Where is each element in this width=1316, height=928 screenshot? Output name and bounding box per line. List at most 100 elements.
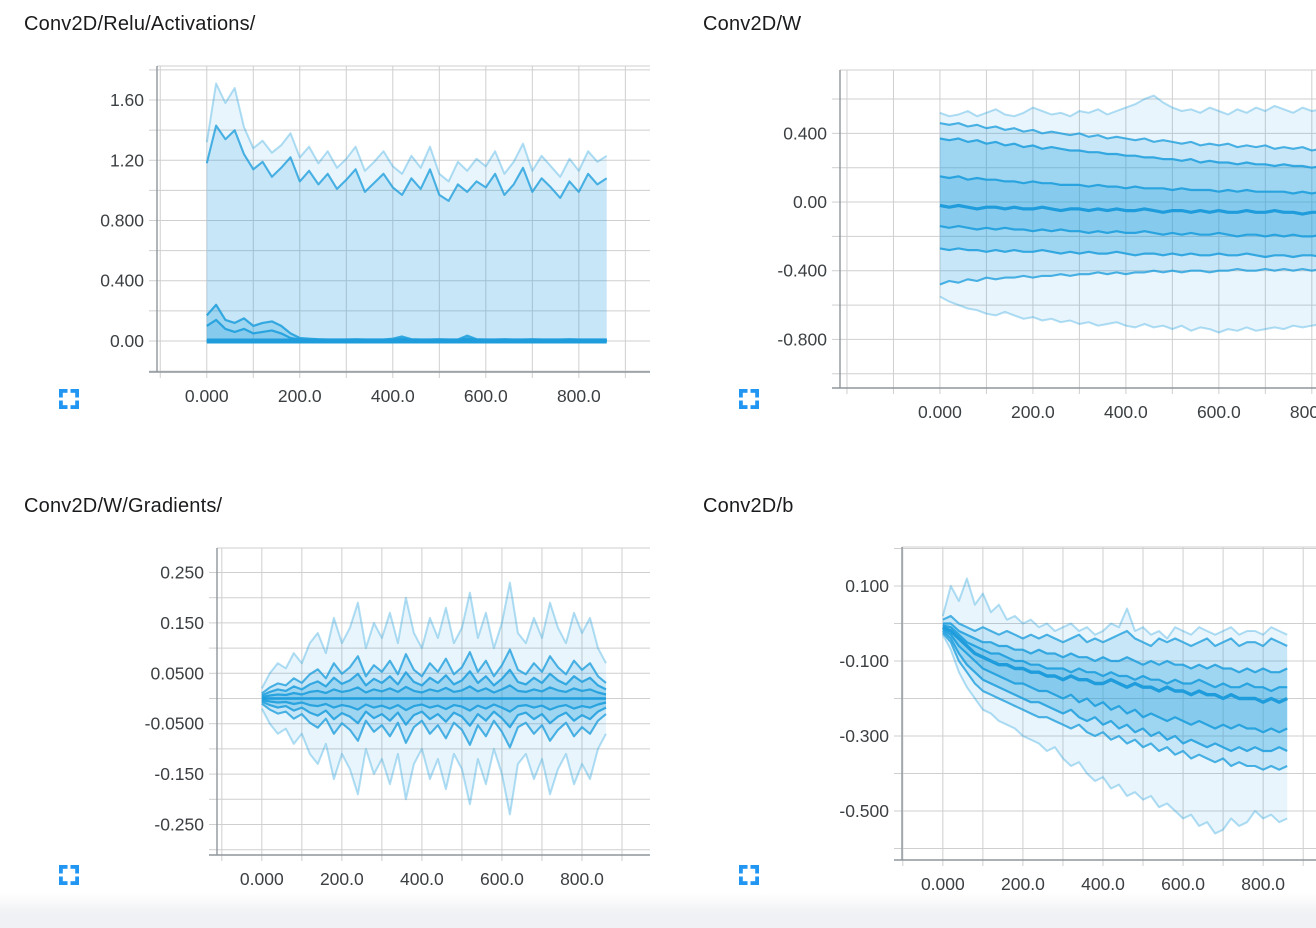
chart-title: Conv2D/b [703,495,794,517]
percentile-line-p31 [939,225,1316,238]
percentile-line-p84 [939,137,1316,169]
y-tick-label: -0.0500 [145,714,205,734]
band-p7-p93 [206,125,607,341]
plot-area [939,94,1316,334]
x-tick-label: 600.0 [1161,874,1205,894]
percentile-line-p69 [942,624,1288,693]
percentile-line-p93 [939,122,1316,152]
y-tick-label: -0.800 [777,329,827,349]
median-line [939,203,1316,216]
percentile-line-p16 [942,630,1288,753]
percentile-line-p7 [942,632,1288,771]
percentile-line-p31 [261,698,607,713]
percentile-line-p93 [205,124,608,202]
distribution-card-weights: Conv2D/W 0.400 0.00 -0.400 -0.800 0.000 200.0… [658,0,1316,464]
grid [209,547,650,861]
percentile-line-max [260,581,607,689]
fullscreen-expand-icon [739,864,759,885]
distribution-card-bias: Conv2D/b 0.100 -0.100 -0.300 -0.500 0.000 200… [658,464,1316,928]
band-p31-p69 [942,625,1288,733]
percentile-line-p69 [261,684,607,699]
percentile-line-p84 [942,622,1288,674]
plot-area [205,82,608,344]
distribution-plot: 0.400 0.00 -0.400 -0.800 0.000 200.0 400.0 600.… [777,69,1316,422]
band-p16-p84 [939,138,1316,257]
x-tick-label: 800.0 [1241,874,1285,894]
expand-chart-button[interactable] [737,386,762,411]
x-tick-label: 400.0 [1104,402,1148,422]
y-tick-label: 0.00 [110,331,144,351]
y-tick-label: -0.400 [777,261,827,281]
x-tick-label: 0.000 [918,402,962,422]
percentile-line-max [205,82,608,183]
chart-title: Conv2D/W/Gradients/ [24,495,223,517]
distribution-card-activations: Conv2D/Relu/Activations/ 1.60 1.20 0.800 0.… [0,0,658,464]
fullscreen-expand-icon [59,864,79,885]
x-tick-label: 0.000 [240,869,284,889]
x-tick-label: 400.0 [371,386,415,406]
x-tick-label: 200.0 [1001,874,1045,894]
fullscreen-expand-icon [59,388,79,409]
percentile-line-p7 [261,702,607,749]
x-tick-label: 400.0 [400,869,444,889]
percentile-line-p16 [939,247,1316,259]
chart-title: Conv2D/Relu/Activations/ [24,13,256,35]
chart-title: Conv2D/W [703,13,802,35]
median-line [942,625,1288,704]
percentile-line-p93 [942,614,1288,648]
percentile-line-p84 [261,668,607,697]
x-tick-label: 400.0 [1081,874,1125,894]
y-tick-label: 0.250 [160,562,204,582]
y-tick-label: 0.100 [845,576,889,596]
percentile-line-p16 [261,700,607,729]
band-p7-p93 [942,616,1288,770]
x-tick-label: 0.000 [921,874,965,894]
band-p16-p84 [942,623,1288,751]
expand-chart-button[interactable] [57,386,82,411]
grid [832,69,1316,394]
x-tick-label: 0.000 [185,386,229,406]
x-tick-label: 600.0 [1197,402,1241,422]
band-min-max [206,83,607,341]
x-tick-label: 800.0 [557,386,601,406]
y-tick-label: -0.250 [154,815,204,835]
y-tick-label: -0.500 [839,801,889,821]
y-tick-label: 0.00 [793,192,827,212]
x-tick-label: 600.0 [464,386,508,406]
percentile-line-p31 [942,628,1288,734]
y-tick-label: 0.400 [100,271,144,291]
y-tick-label: 1.20 [110,150,144,170]
percentile-line-p93 [261,648,607,695]
y-tick-label: -0.100 [839,651,889,671]
y-tick-label: 1.60 [110,90,144,110]
band-p16-p84 [206,304,607,341]
x-tick-label: 200.0 [1011,402,1055,422]
percentile-line-p7 [939,267,1316,286]
percentile-line-min [260,708,607,816]
percentile-line-max [941,577,1288,640]
y-tick-label: 0.150 [160,613,204,633]
expand-chart-button[interactable] [57,862,82,887]
y-tick-label: -0.300 [839,726,889,746]
grid [894,546,1316,866]
x-tick-label: 800.0 [1290,402,1316,422]
percentile-line-max [939,94,1316,118]
distribution-plot: 1.60 1.20 0.800 0.400 0.00 0.000 200.0 400.0 600… [100,65,650,406]
distribution-plot: 0.100 -0.100 -0.300 -0.500 0.000 200.0 400.0 60… [839,546,1316,894]
fullscreen-expand-icon [739,388,759,409]
x-tick-label: 200.0 [320,869,364,889]
percentile-line-min [939,295,1316,334]
percentile-line-min [941,634,1288,835]
x-tick-label: 200.0 [278,386,322,406]
expand-chart-button[interactable] [737,862,762,887]
y-tick-label: 0.800 [100,211,144,231]
x-tick-label: 800.0 [560,869,604,889]
plot-area [260,581,607,816]
x-tick-label: 600.0 [480,869,524,889]
band-min-max [939,95,1316,333]
y-tick-label: 0.0500 [150,663,204,683]
y-tick-label: -0.150 [154,764,204,784]
distribution-card-gradients: Conv2D/W/Gradients/ 0.250 0.150 0.0500 -0.0… [0,464,658,928]
y-tick-label: 0.400 [783,123,827,143]
